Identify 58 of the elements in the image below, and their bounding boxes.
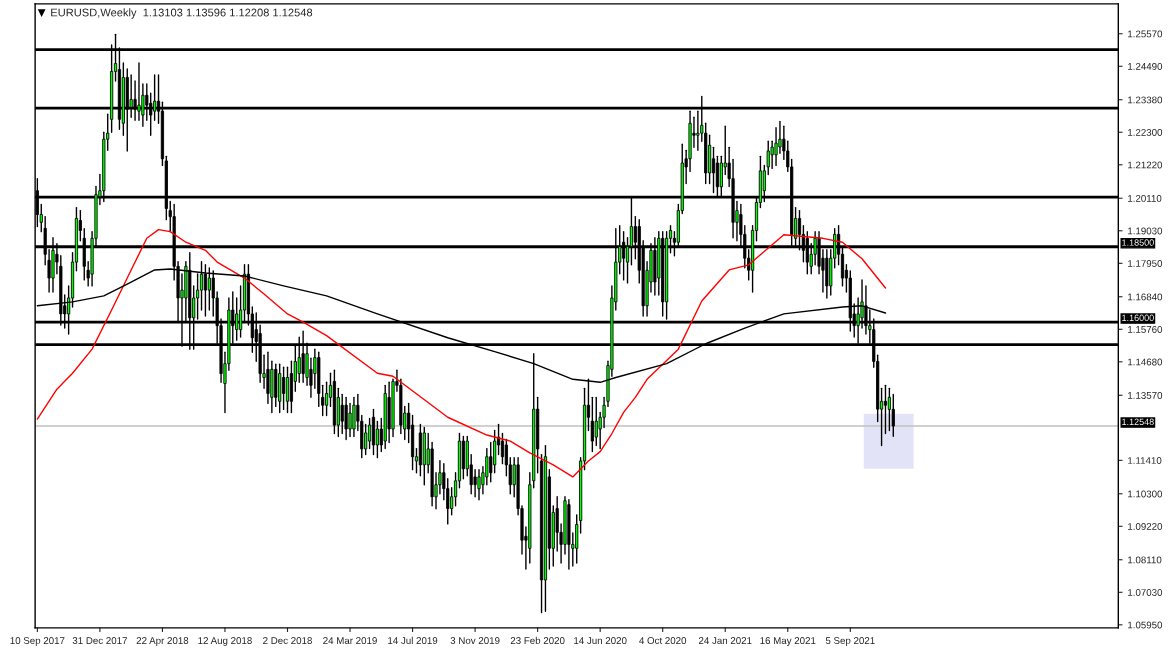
candlestick — [235, 297, 239, 341]
x-tick-label: 14 Jun 2020 — [574, 637, 627, 645]
x-tick-label: 5 Sep 2021 — [825, 637, 875, 646]
x-tick-label: 3 Nov 2019 — [450, 637, 500, 645]
candlestick — [590, 396, 594, 453]
candlestick — [282, 366, 286, 411]
y-tick-label: 1.19030 — [1128, 227, 1163, 235]
y-tick-label: 1.16840 — [1128, 293, 1163, 301]
candlestick — [352, 396, 356, 438]
x-tick-label: 2 Dec 2018 — [263, 637, 312, 645]
x-tick-label: 22 Apr 2018 — [136, 637, 189, 646]
candlestick — [477, 468, 481, 501]
ref-line-label: 1.18500 — [1122, 239, 1154, 246]
y-tick-label: 1.21220 — [1128, 161, 1163, 169]
x-tick-label: 14 Jul 2019 — [388, 636, 438, 645]
y-tick-label: 1.07030 — [1128, 589, 1163, 596]
candlestick — [594, 396, 598, 447]
y-tick-label: 1.09220 — [1128, 523, 1163, 530]
candlestick — [500, 432, 505, 465]
candlestick — [375, 420, 379, 459]
y-tick-label: 1.20110 — [1128, 194, 1162, 202]
ref-line-label: 1.16000 — [1122, 314, 1154, 322]
candlestick — [137, 62, 141, 121]
y-tick-label: 1.14680 — [1128, 358, 1163, 366]
line-series — [36, 228, 887, 478]
y-tick-label: 1.24490 — [1128, 63, 1163, 70]
candlestick — [473, 468, 477, 498]
y-tick-label: 1.22300 — [1128, 129, 1163, 136]
y-tick-label: 1.17950 — [1128, 260, 1163, 267]
x-tick-label: 24 Jan 2021 — [698, 637, 752, 645]
x-tick-label: 24 Mar 2019 — [323, 637, 377, 645]
y-tick-label: 1.25570 — [1128, 30, 1163, 38]
candlestick — [340, 393, 344, 435]
candlestick — [285, 366, 290, 414]
y-tick-label: 1.15760 — [1128, 326, 1163, 333]
candlestick — [364, 423, 368, 456]
x-tick-label: 10 Sep 2017 — [10, 637, 65, 646]
y-tick-label: 1.10300 — [1128, 490, 1163, 498]
candlestick — [887, 387, 891, 432]
y-tick-label: 1.05950 — [1128, 621, 1163, 629]
candlestick — [324, 381, 329, 417]
candlestick — [348, 402, 352, 438]
y-tick-label: 1.11410 — [1128, 457, 1162, 464]
y-tick-label: 1.23380 — [1128, 96, 1163, 104]
x-tick-label: 12 Aug 2018 — [198, 637, 252, 646]
candlestick — [344, 396, 348, 441]
ref-line-label: 1.12548 — [1122, 418, 1154, 426]
x-tick-label: 4 Oct 2020 — [639, 637, 687, 645]
x-tick-label: 16 May 2021 — [760, 637, 816, 646]
candlestick — [883, 384, 888, 435]
candlestick — [493, 429, 497, 474]
x-tick-label: 31 Dec 2017 — [72, 637, 127, 645]
y-tick-label: 1.13570 — [1128, 392, 1163, 399]
x-tick-label: 23 Feb 2020 — [510, 636, 565, 645]
candlestick — [711, 146, 716, 194]
y-tick-label: 1.08110 — [1128, 556, 1162, 564]
candlestick — [367, 417, 372, 450]
chart-title: EURUSD,Weekly 1.13103 1.13596 1.12208 1.12548 — [51, 8, 313, 19]
